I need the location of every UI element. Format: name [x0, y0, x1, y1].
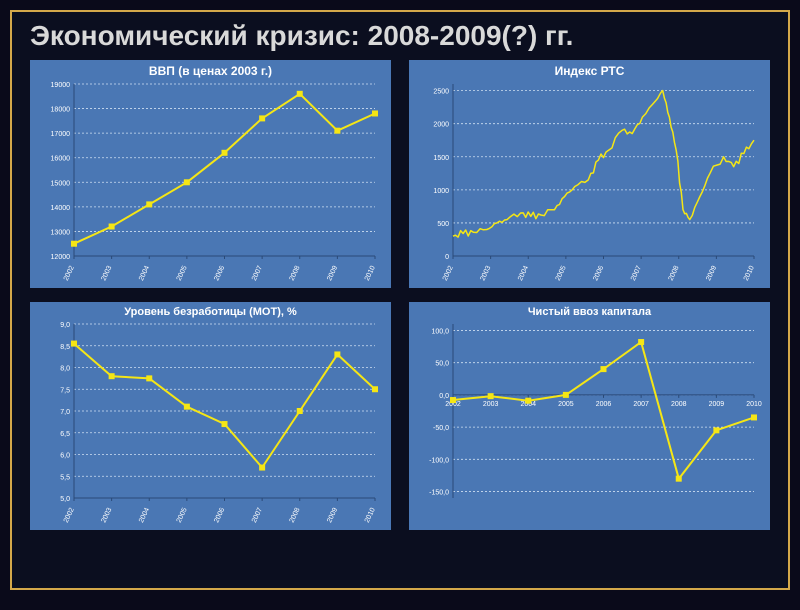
svg-text:16000: 16000 — [51, 156, 71, 163]
svg-text:5,0: 5,0 — [60, 496, 70, 503]
svg-text:6,0: 6,0 — [60, 453, 70, 460]
chart-rts-plot: 0 500 1000 1500 2000 2500 2002 2003 2004 2005 2006… — [415, 78, 764, 286]
svg-text:2007: 2007 — [630, 265, 643, 282]
svg-text:2004: 2004 — [138, 507, 151, 524]
svg-text:2010: 2010 — [746, 401, 762, 408]
svg-text:2008: 2008 — [671, 401, 687, 408]
chart-rts: Индекс РТС 0 500 1000 1500 2000 2500 2002 2003 2… — [409, 60, 770, 288]
svg-text:6,5: 6,5 — [60, 431, 70, 438]
svg-text:2006: 2006 — [213, 265, 226, 282]
svg-text:1000: 1000 — [433, 188, 449, 195]
chart-gdp: ВВП (в ценах 2003 г.) 12000 13000 14000 150… — [30, 60, 391, 288]
svg-text:2003: 2003 — [101, 265, 114, 282]
svg-text:18000: 18000 — [51, 107, 71, 114]
svg-text:2005: 2005 — [555, 265, 568, 282]
svg-text:7,5: 7,5 — [60, 387, 70, 394]
svg-text:0: 0 — [445, 254, 449, 261]
svg-text:2006: 2006 — [596, 401, 612, 408]
svg-text:2002: 2002 — [63, 265, 76, 282]
svg-text:2008: 2008 — [289, 265, 302, 282]
svg-text:8,0: 8,0 — [60, 366, 70, 373]
svg-text:12000: 12000 — [51, 254, 71, 261]
svg-text:2010: 2010 — [364, 265, 377, 282]
svg-text:100,0: 100,0 — [431, 329, 449, 336]
svg-text:2007: 2007 — [633, 401, 649, 408]
svg-text:19000: 19000 — [51, 82, 71, 89]
svg-text:2003: 2003 — [483, 401, 499, 408]
svg-text:5,5: 5,5 — [60, 474, 70, 481]
svg-text:2006: 2006 — [592, 265, 605, 282]
svg-text:2008: 2008 — [668, 265, 681, 282]
svg-text:2500: 2500 — [433, 89, 449, 96]
svg-text:2000: 2000 — [433, 122, 449, 129]
svg-text:2008: 2008 — [289, 507, 302, 524]
svg-text:2006: 2006 — [213, 507, 226, 524]
svg-text:2003: 2003 — [101, 507, 114, 524]
svg-text:2004: 2004 — [138, 265, 151, 282]
svg-text:2010: 2010 — [364, 507, 377, 524]
chart-title-rts: Индекс РТС — [415, 64, 764, 78]
charts-grid: ВВП (в ценах 2003 г.) 12000 13000 14000 150… — [30, 60, 770, 530]
svg-text:2002: 2002 — [63, 507, 76, 524]
chart-unemployment: Уровень безработицы (МОТ), % 5,0 5,5 6,0 6,… — [30, 302, 391, 530]
chart-gdp-plot: 12000 13000 14000 15000 16000 17000 18000 19000… — [36, 78, 385, 286]
svg-text:500: 500 — [437, 221, 449, 228]
chart-capital-plot: -150,0-100,0-50,00,050,0100,020022003200… — [415, 318, 764, 528]
svg-text:-100,0: -100,0 — [429, 458, 449, 465]
svg-text:2003: 2003 — [480, 265, 493, 282]
svg-text:2004: 2004 — [517, 265, 530, 282]
svg-text:2009: 2009 — [326, 265, 339, 282]
svg-text:7,0: 7,0 — [60, 409, 70, 416]
svg-text:13000: 13000 — [51, 230, 71, 237]
svg-text:2005: 2005 — [176, 507, 189, 524]
svg-text:0,0: 0,0 — [439, 393, 449, 400]
slide-title: Экономический кризис: 2008-2009(?) гг. — [30, 20, 770, 52]
chart-capital: Чистый ввоз капитала -150,0 -100,0 -50,0 0,… — [409, 302, 770, 530]
svg-text:2009: 2009 — [326, 507, 339, 524]
chart-title-capital: Чистый ввоз капитала — [415, 306, 764, 318]
svg-text:9,0: 9,0 — [60, 322, 70, 329]
svg-text:2009: 2009 — [705, 265, 718, 282]
svg-text:2005: 2005 — [176, 265, 189, 282]
svg-text:2010: 2010 — [743, 265, 756, 282]
svg-text:2007: 2007 — [251, 265, 264, 282]
chart-title-unemployment: Уровень безработицы (МОТ), % — [36, 306, 385, 318]
svg-text:50,0: 50,0 — [435, 361, 449, 368]
svg-text:14000: 14000 — [51, 205, 71, 212]
svg-text:1500: 1500 — [433, 155, 449, 162]
svg-text:2007: 2007 — [251, 507, 264, 524]
svg-text:17000: 17000 — [51, 131, 71, 138]
svg-text:2002: 2002 — [442, 265, 455, 282]
slide-frame: Экономический кризис: 2008-2009(?) гг. В… — [10, 10, 790, 590]
svg-text:2005: 2005 — [558, 401, 574, 408]
svg-text:8,5: 8,5 — [60, 344, 70, 351]
svg-text:2009: 2009 — [709, 401, 725, 408]
svg-text:15000: 15000 — [51, 180, 71, 187]
chart-title-gdp: ВВП (в ценах 2003 г.) — [36, 64, 385, 78]
svg-text:-150,0: -150,0 — [429, 490, 449, 497]
chart-unemployment-plot: 5,0 5,5 6,0 6,5 7,0 7,5 8,0 8,5 9,0 2002 2003 2004 2… — [36, 318, 385, 528]
svg-text:-50,0: -50,0 — [433, 425, 449, 432]
